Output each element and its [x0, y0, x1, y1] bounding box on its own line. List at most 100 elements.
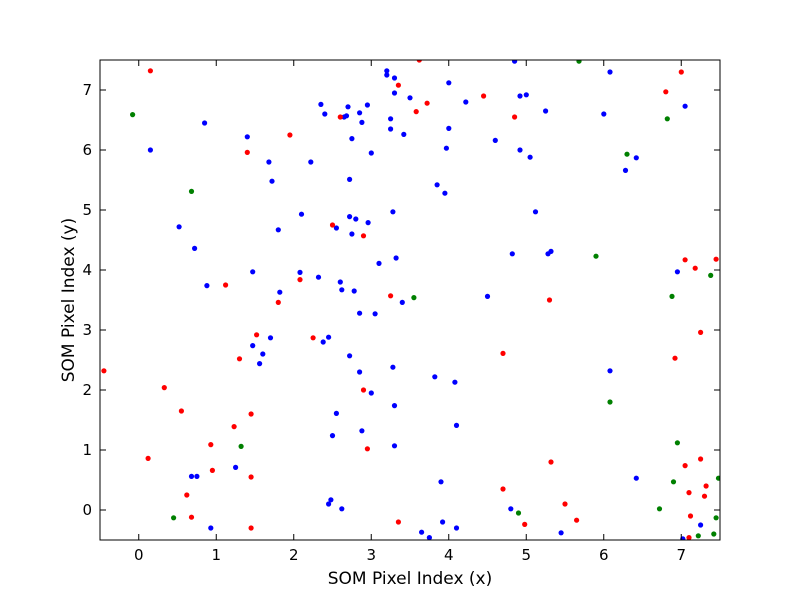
data-point-s0-16	[250, 343, 256, 349]
data-point-s1-36	[522, 521, 528, 528]
data-point-s0-60	[388, 126, 394, 132]
data-point-s0-82	[453, 525, 460, 531]
data-point-s2-0	[130, 112, 136, 118]
data-point-s0-49	[347, 353, 353, 359]
data-point-s0-52	[368, 150, 374, 156]
data-point-s0-0	[147, 147, 153, 153]
data-point-s1-24	[360, 387, 367, 393]
data-point-s0-7	[208, 525, 214, 531]
data-point-s0-32	[333, 225, 339, 231]
x-tick-label-6: 6	[599, 546, 609, 564]
data-point-s0-54	[372, 311, 378, 317]
data-point-s0-74	[438, 479, 444, 485]
data-point-s0-87	[509, 251, 515, 257]
x-tick-label-2: 2	[289, 546, 299, 564]
data-point-s0-56	[384, 72, 390, 78]
data-point-s0-59	[388, 116, 394, 122]
x-tick-label-7: 7	[676, 546, 686, 564]
data-point-s0-24	[315, 274, 322, 280]
data-point-s0-84	[484, 293, 491, 299]
data-point-s0-15	[267, 335, 274, 341]
y-tick-label-6: 6	[82, 141, 92, 159]
data-point-s0-65	[393, 255, 399, 261]
data-point-s0-92	[527, 154, 533, 160]
data-point-s0-43	[347, 214, 353, 220]
data-point-s2-7	[593, 253, 599, 259]
data-point-s1-17	[275, 299, 281, 305]
x-tick-label-5: 5	[521, 546, 531, 564]
data-point-s0-2	[176, 224, 182, 230]
data-point-s1-20	[310, 335, 316, 341]
data-point-s1-40	[574, 517, 580, 523]
data-point-s1-32	[481, 93, 487, 99]
x-tick-label-1: 1	[211, 546, 221, 564]
data-point-s0-37	[343, 113, 350, 119]
data-point-s0-91	[523, 92, 529, 98]
data-point-s0-26	[320, 339, 326, 345]
data-point-s1-1	[147, 68, 153, 74]
data-point-s2-17	[711, 531, 717, 537]
data-point-s1-28	[395, 519, 401, 525]
data-point-s0-77	[443, 145, 449, 151]
y-tick-label-0: 0	[82, 501, 92, 519]
data-point-s0-47	[351, 288, 357, 294]
data-point-s0-96	[548, 248, 554, 254]
data-point-s1-37	[546, 297, 553, 303]
data-point-s1-19	[297, 277, 303, 283]
data-point-s0-98	[601, 111, 607, 117]
data-point-s1-2	[145, 455, 151, 461]
data-point-s0-19	[298, 211, 305, 217]
data-point-s0-106	[682, 103, 688, 109]
data-point-s1-41	[663, 89, 669, 95]
data-point-s1-31	[424, 100, 430, 106]
data-point-s2-14	[674, 440, 681, 446]
data-point-s0-71	[426, 535, 432, 540]
data-point-s1-18	[287, 132, 293, 138]
data-point-s0-104	[674, 269, 681, 275]
data-point-s0-40	[359, 119, 365, 125]
x-tick-label-4: 4	[444, 546, 454, 564]
data-point-s2-18	[713, 515, 719, 521]
data-point-s1-47	[687, 513, 694, 519]
data-point-s2-9	[624, 151, 630, 157]
data-point-s0-34	[339, 287, 345, 293]
data-point-s0-100	[607, 368, 613, 374]
data-point-s2-16	[708, 272, 714, 278]
data-point-s0-78	[446, 125, 452, 131]
data-point-s0-20	[297, 269, 303, 275]
data-point-s0-90	[517, 147, 523, 153]
data-point-s1-50	[698, 329, 704, 335]
data-point-s0-27	[326, 501, 332, 507]
data-point-s0-50	[357, 369, 363, 375]
data-point-s1-25	[364, 446, 370, 452]
data-point-s0-38	[349, 136, 355, 142]
data-point-s0-9	[244, 134, 250, 140]
data-point-s1-44	[682, 463, 688, 469]
data-point-s0-107	[698, 522, 704, 528]
data-point-s0-88	[512, 60, 518, 64]
points-layer	[101, 60, 720, 540]
data-point-s1-33	[500, 350, 506, 356]
data-point-s1-14	[248, 474, 254, 480]
data-point-s0-79	[446, 80, 452, 86]
data-point-s0-103	[633, 475, 639, 481]
data-point-s2-6	[576, 60, 582, 64]
data-point-s1-10	[231, 424, 237, 430]
data-point-s1-27	[395, 82, 401, 88]
data-point-s0-53	[368, 390, 374, 396]
data-point-s2-1	[188, 188, 195, 194]
data-point-s0-99	[607, 69, 613, 75]
data-point-s1-6	[188, 514, 195, 520]
data-point-s1-46	[686, 490, 692, 496]
data-point-s0-86	[508, 506, 514, 512]
data-point-s0-62	[401, 131, 407, 137]
data-point-s2-19	[715, 475, 720, 481]
data-point-s1-16	[254, 332, 260, 338]
data-point-s2-15	[695, 533, 701, 539]
data-point-s0-48	[357, 310, 363, 316]
data-point-s0-30	[333, 410, 339, 416]
data-point-s0-89	[517, 93, 523, 99]
data-point-s2-5	[515, 510, 522, 516]
data-point-s2-3	[238, 443, 244, 449]
